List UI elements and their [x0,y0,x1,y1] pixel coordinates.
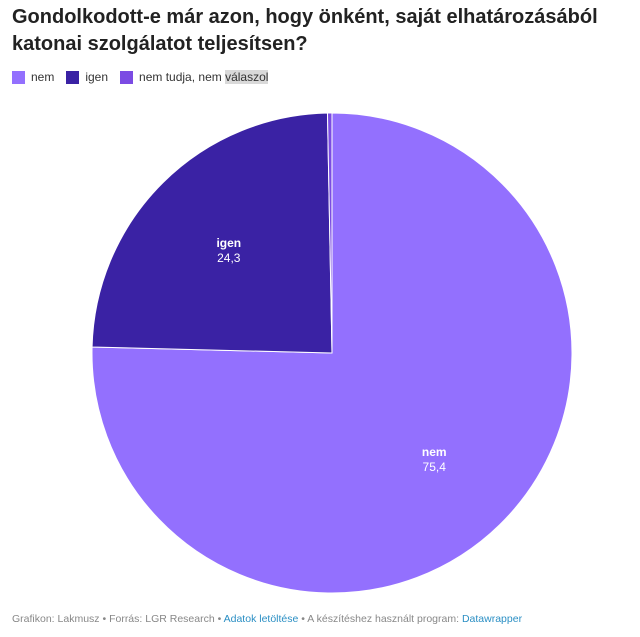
legend-item-igen: igen [66,70,108,84]
legend-swatch-igen [66,70,80,84]
legend: nem igen nem tudja, nem válaszol [12,70,280,84]
chart-title: Gondolkodott-e már azon, hogy önként, sa… [12,6,598,55]
footer-separator: • [99,613,110,625]
legend-label-nem-tudja: nem tudja, nem válaszol [139,70,269,84]
footer-separator: • [298,613,308,625]
legend-label-highlight: válaszol [225,70,269,84]
footer-separator: • [214,613,224,625]
legend-swatch-nem [12,70,25,84]
footer: Grafikon: Lakmusz • Forrás: LGR Research… [12,613,522,625]
legend-label-nem: nem [31,70,55,84]
footer-tool-prefix: A készítéshez használt program: [307,613,462,625]
legend-label-nem-tudja-text: nem tudja, nem [139,70,226,84]
slice-label: igen [216,236,241,250]
pie-slice-igen [91,112,333,354]
slice-value: 75,4 [423,460,447,474]
footer-credit: Grafikon: Lakmusz [12,613,100,625]
legend-item-nem: nem [12,70,54,84]
datawrapper-link[interactable]: Datawrapper [461,613,523,625]
slice-label: nem [422,445,447,459]
download-data-link[interactable]: Adatok letöltése [223,613,299,625]
legend-label-igen: igen [85,70,109,84]
slice-value: 24,3 [217,251,241,265]
footer-source: Forrás: LGR Research [109,613,215,625]
pie-slice-nem-tudja-nem-v-laszol [326,112,333,354]
legend-swatch-nem-tudja [120,70,134,84]
legend-item-nem-tudja: nem tudja, nem válaszol [120,70,269,84]
